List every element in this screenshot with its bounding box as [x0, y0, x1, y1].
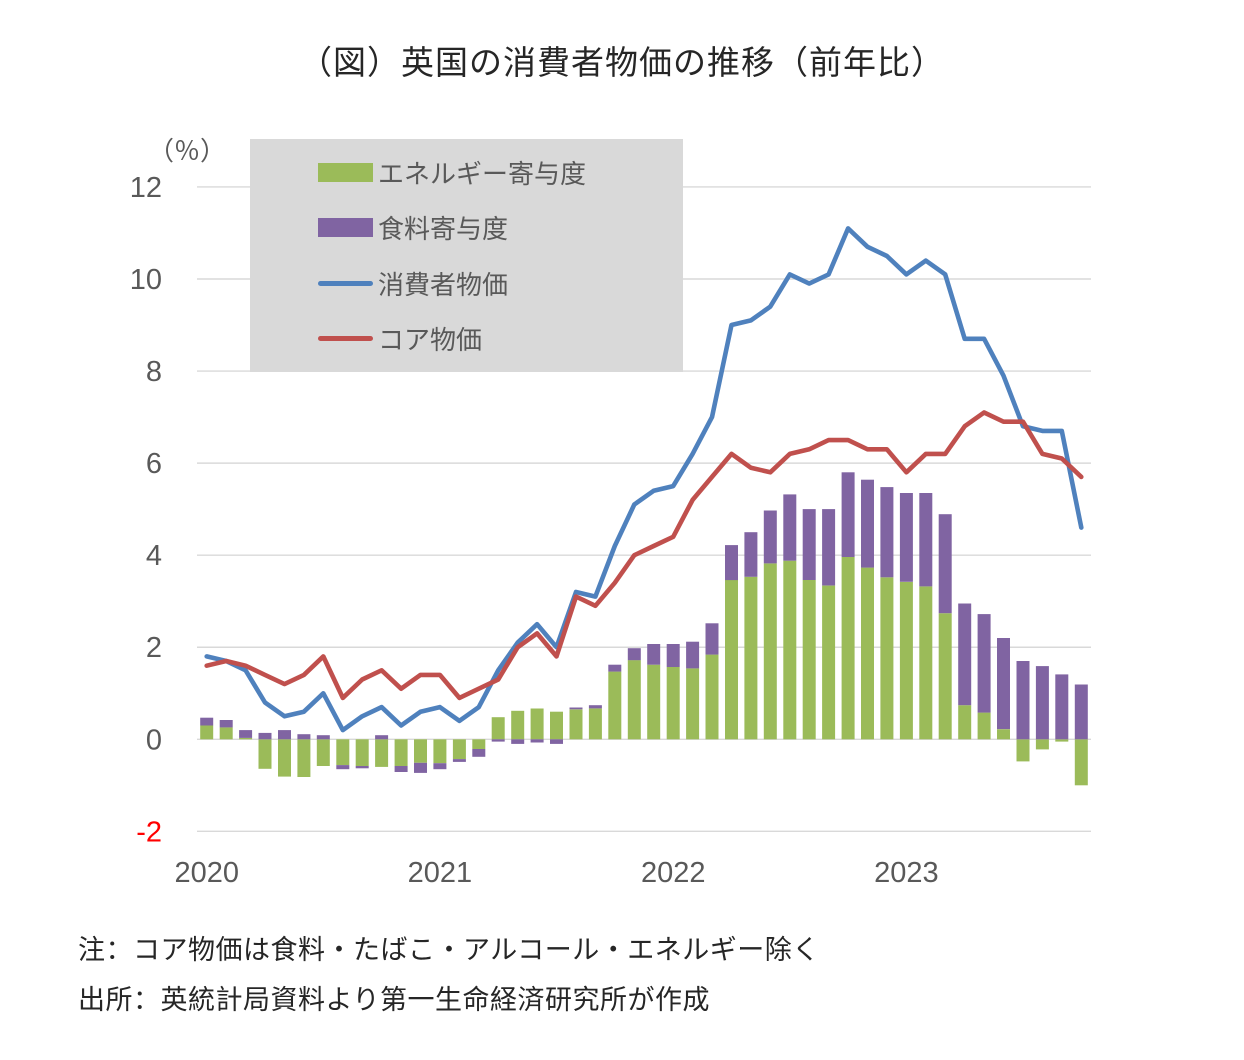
energy-bars	[200, 557, 1088, 786]
source-note: 出所：英統計局資料より第一生命経済研究所が作成	[78, 985, 710, 1015]
y-axis-tick-labels: 12 10 8 6 4 2 0 -2	[130, 172, 162, 849]
svg-text:0: 0	[146, 724, 162, 756]
svg-text:12: 12	[130, 172, 162, 204]
energy-bar-swatch-icon	[318, 163, 373, 183]
svg-text:10: 10	[130, 264, 162, 296]
svg-text:2020: 2020	[174, 857, 239, 889]
cpi-line-swatch-icon	[318, 280, 373, 286]
svg-text:2021: 2021	[408, 857, 473, 889]
legend-label: 食料寄与度	[378, 214, 509, 245]
legend-item-core: コア物価	[250, 312, 683, 364]
legend-label: 消費者物価	[378, 269, 509, 300]
svg-text:6: 6	[146, 448, 162, 480]
svg-text:2023: 2023	[874, 857, 939, 889]
cpi-line	[204, 226, 1084, 733]
legend-item-cpi: 消費者物価	[250, 257, 683, 309]
legend-item-food: 食料寄与度	[250, 202, 683, 254]
footnote: 注：コア物価は食料・たばこ・アルコール・エネルギー除く	[78, 935, 820, 965]
svg-text:-2: -2	[136, 816, 162, 848]
legend-label: コア物価	[378, 324, 483, 355]
legend-label: エネルギー寄与度	[378, 159, 587, 190]
food-bars	[200, 472, 1088, 773]
svg-text:2022: 2022	[641, 857, 706, 889]
svg-text:2: 2	[146, 632, 162, 664]
core-line-swatch-icon	[318, 335, 373, 341]
chart-title: （図）英国の消費者物価の推移（前年比）	[299, 44, 945, 81]
food-bar-swatch-icon	[318, 218, 373, 238]
legend-item-energy: エネルギー寄与度	[250, 147, 683, 199]
x-axis-tick-labels: 2020 2021 2022 2023	[174, 857, 938, 889]
core-line	[204, 410, 1084, 701]
y-axis-unit-label: （％）	[148, 136, 227, 166]
svg-text:4: 4	[146, 540, 162, 572]
svg-text:8: 8	[146, 356, 162, 388]
chart-legend: エネルギー寄与度 食料寄与度 消費者物価 コア物価	[250, 139, 683, 372]
